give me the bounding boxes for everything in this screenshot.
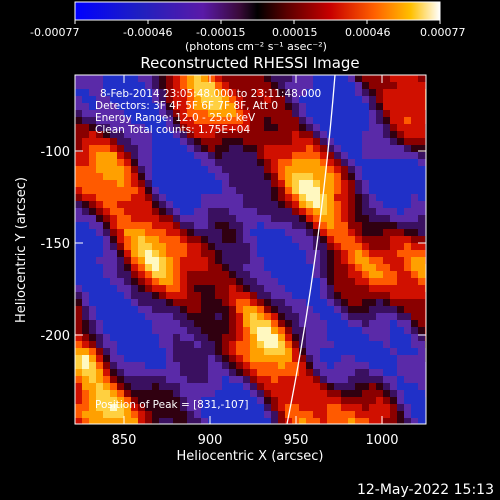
y-axis-label: Heliocentric Y (arcsec) xyxy=(14,177,29,323)
x-tick-label: 850 xyxy=(112,433,137,448)
annotation-time-range: 8-Feb-2014 23:05:48.000 to 23:11:48.000 xyxy=(100,88,321,100)
colorbar-tick-label: -0.00046 xyxy=(123,26,172,39)
colorbar-tick-label: 0.00015 xyxy=(272,26,318,39)
x-tick-label: 1000 xyxy=(365,433,398,448)
y-tick-label: -100 xyxy=(40,145,70,160)
y-tick-label: -200 xyxy=(40,329,70,344)
annotation-clean: Clean Total counts: 1.75E+04 xyxy=(95,124,250,136)
y-tick-label: -150 xyxy=(40,237,70,252)
x-tick-label: 950 xyxy=(284,433,309,448)
colorbar-ticks xyxy=(74,20,441,24)
x-axis-ticks xyxy=(75,75,426,424)
colorbar-tick-label: -0.00077 xyxy=(30,26,79,39)
colorbar xyxy=(74,1,441,21)
solar-limb-curve xyxy=(286,75,336,424)
annotation-peak: Position of Peak = [831,-107] xyxy=(95,399,249,411)
annotation-energy: Energy Range: 12.0 - 25.0 keV xyxy=(95,112,256,124)
x-tick-label: 900 xyxy=(198,433,223,448)
x-axis-label: Heliocentric X (arcsec) xyxy=(177,449,324,464)
timestamp: 12-May-2022 15:13 xyxy=(357,482,494,498)
colorbar-tick-label: -0.00015 xyxy=(196,26,245,39)
plot-title: Reconstructed RHESSI Image xyxy=(140,54,359,72)
colorbar-units: (photons cm⁻² s⁻¹ asec⁻²) xyxy=(185,40,327,53)
colorbar-tick-label: 0.00077 xyxy=(420,26,466,39)
annotation-detectors: Detectors: 3F 4F 5F 6F 7F 8F, Att 0 xyxy=(95,100,278,112)
plot-frame xyxy=(74,74,427,425)
colorbar-tick-label: 0.00046 xyxy=(345,26,391,39)
